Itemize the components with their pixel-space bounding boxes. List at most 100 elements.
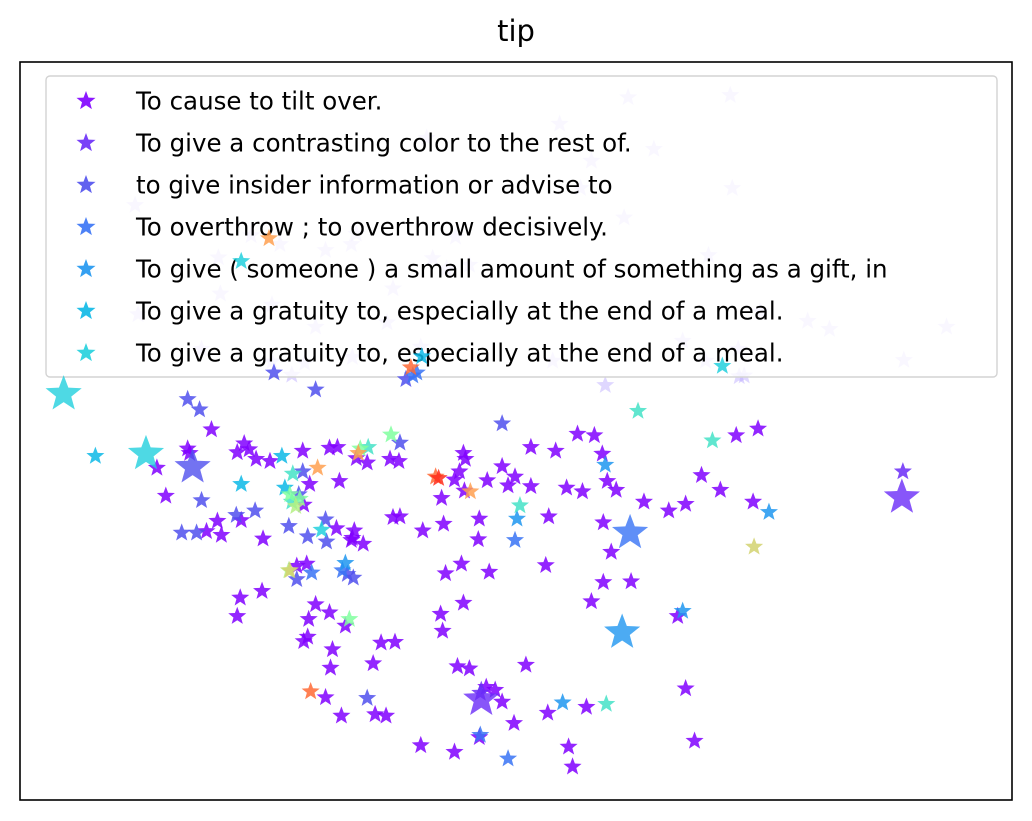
data-point [332,706,351,724]
data-point [431,604,450,622]
data-point [320,438,339,456]
data-point [454,593,473,611]
data-point [396,369,415,388]
data-point [212,525,231,543]
legend-label: To give ( someone ) a small amount of so… [135,255,888,284]
data-point [456,449,475,467]
data-point [232,251,251,269]
data-point [493,692,512,710]
data-point [293,441,312,459]
faded-data-point [596,375,615,393]
data-point [330,471,349,489]
chart-title: tip [497,14,535,48]
data-point [568,424,587,442]
data-point [286,496,305,514]
data-point [507,509,527,527]
data-point [343,528,362,546]
data-point [344,568,363,586]
data-point [429,468,448,486]
data-point [559,737,578,755]
data-point [749,419,768,437]
data-point [333,560,352,579]
data-point [246,501,265,519]
data-point [172,523,191,541]
legend-marker [76,259,96,278]
data-point [727,425,746,444]
data-point [327,518,346,537]
data-point [300,474,319,492]
data-point [345,521,364,539]
legend-box [45,75,998,378]
data-point [536,555,555,573]
data-point [235,434,254,452]
data-point [470,509,489,527]
data-point [259,228,279,247]
points-layer [45,228,920,775]
data-point [299,609,318,627]
data-point [607,480,626,498]
data-point [247,449,266,467]
data-point [174,448,211,483]
data-point [546,441,565,459]
data-point [320,603,339,621]
data-point [553,693,572,711]
data-point [505,530,525,548]
data-point [463,680,500,715]
data-point [516,655,535,673]
legend: To cause to tilt over. To give a contrast… [45,75,998,378]
data-point [293,462,312,480]
data-point [499,476,518,494]
data-point [202,420,221,438]
data-point [594,513,613,531]
data-point [364,653,383,672]
data-point [275,478,294,496]
data-point [358,453,377,471]
data-point [557,478,576,496]
data-point [432,488,451,506]
data-point [676,679,695,697]
data-point [253,581,272,599]
data-point [351,439,370,457]
data-point [471,725,490,743]
data-point [306,594,325,613]
legend-marker [76,343,96,362]
data-point [713,356,732,374]
data-point [602,542,621,560]
data-point [338,564,357,582]
data-point [521,476,540,495]
data-point [448,656,467,675]
data-point [504,713,524,731]
data-point [598,471,617,489]
data-point [354,534,373,552]
data-point [372,633,391,651]
data-point [178,389,197,407]
data-point [156,486,175,504]
data-point [178,439,197,457]
data-point [628,401,648,419]
data-point [298,527,317,545]
data-point [622,572,641,590]
data-point [227,505,246,523]
data-point [744,492,763,510]
data-point [411,735,430,754]
data-point [486,680,505,698]
data-point [316,687,335,706]
legend-label: To overthrow ; to overthrow decisively. [135,213,608,242]
data-point [480,562,499,580]
data-point [294,631,313,650]
data-point [538,703,557,721]
data-point [478,470,497,489]
data-point [401,358,420,376]
data-point [240,439,259,458]
data-point [585,425,604,444]
legend-label: to give insider information or advise to [136,171,613,200]
data-point [180,443,199,461]
data-point [306,380,325,398]
data-point [228,442,247,461]
data-point [264,363,283,381]
data-point [147,458,166,476]
legend-marker [76,91,96,110]
data-point [323,639,342,658]
data-point [228,606,247,624]
